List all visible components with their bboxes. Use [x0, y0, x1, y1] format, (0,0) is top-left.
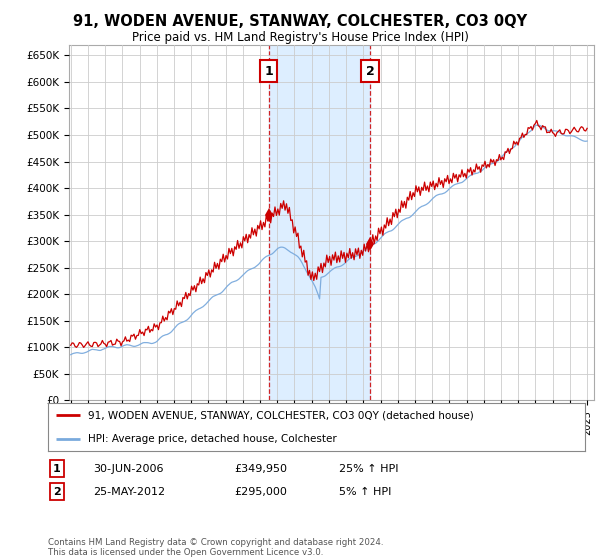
- Text: £295,000: £295,000: [234, 487, 287, 497]
- Text: 91, WODEN AVENUE, STANWAY, COLCHESTER, CO3 0QY: 91, WODEN AVENUE, STANWAY, COLCHESTER, C…: [73, 14, 527, 29]
- Text: £349,950: £349,950: [234, 464, 287, 474]
- Text: 2: 2: [365, 65, 374, 78]
- Text: 5% ↑ HPI: 5% ↑ HPI: [339, 487, 391, 497]
- Text: Contains HM Land Registry data © Crown copyright and database right 2024.
This d: Contains HM Land Registry data © Crown c…: [48, 538, 383, 557]
- Text: 25-MAY-2012: 25-MAY-2012: [93, 487, 165, 497]
- Text: Price paid vs. HM Land Registry's House Price Index (HPI): Price paid vs. HM Land Registry's House …: [131, 31, 469, 44]
- Bar: [269, 45, 370, 400]
- Text: 2: 2: [53, 487, 61, 497]
- Text: 25% ↑ HPI: 25% ↑ HPI: [339, 464, 398, 474]
- Text: 1: 1: [264, 65, 273, 78]
- Text: 30-JUN-2006: 30-JUN-2006: [93, 464, 163, 474]
- Text: 91, WODEN AVENUE, STANWAY, COLCHESTER, CO3 0QY (detached house): 91, WODEN AVENUE, STANWAY, COLCHESTER, C…: [88, 410, 474, 420]
- Text: HPI: Average price, detached house, Colchester: HPI: Average price, detached house, Colc…: [88, 434, 337, 444]
- Text: 1: 1: [53, 464, 61, 474]
